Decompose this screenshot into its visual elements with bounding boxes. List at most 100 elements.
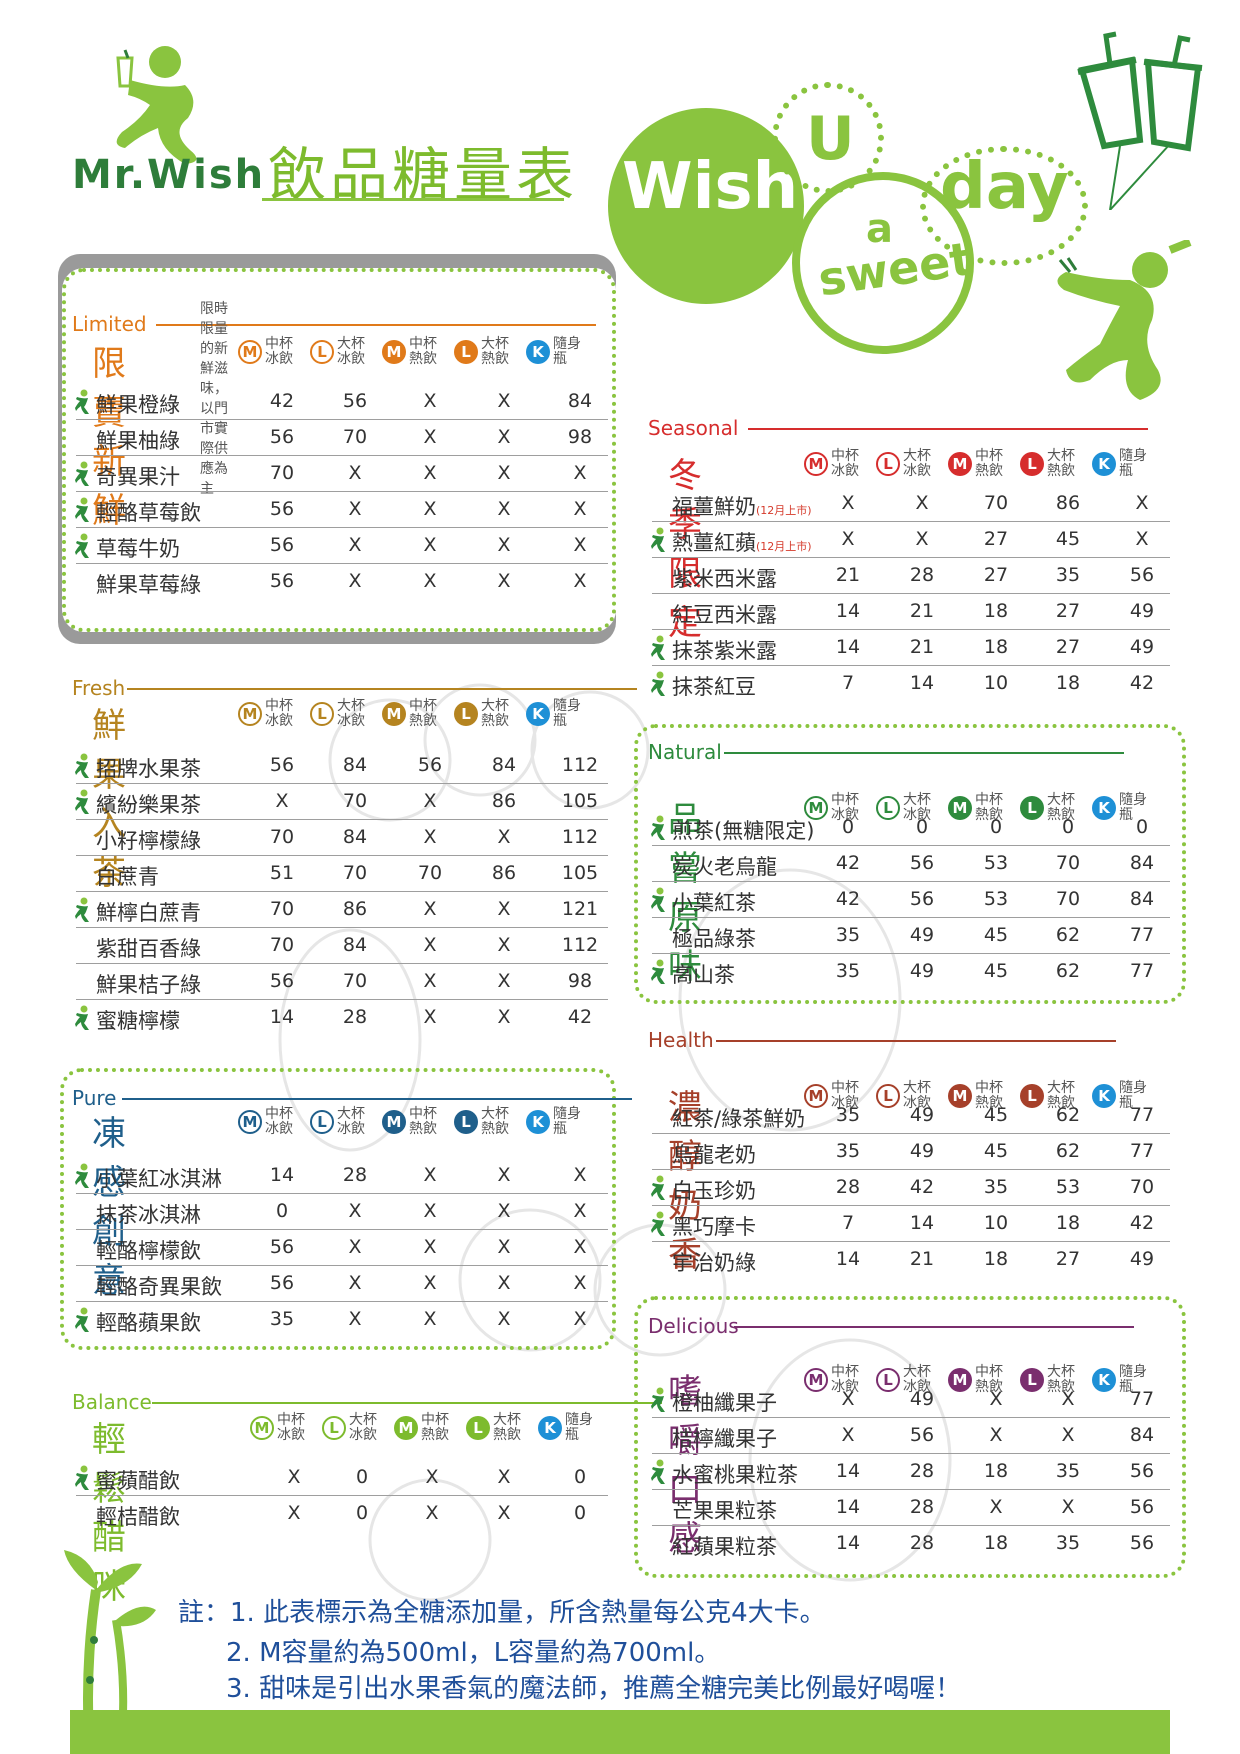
sugar-value: X xyxy=(348,1308,362,1330)
sugar-value: 42 xyxy=(269,390,295,412)
sugar-value: 21 xyxy=(909,1248,935,1270)
sugar-value: 56 xyxy=(909,852,935,874)
header-line1: 中杯 xyxy=(421,1412,449,1428)
section-zh-title: 限賣新鮮 xyxy=(92,344,128,531)
drink-name: 繽紛樂果茶 xyxy=(96,789,201,819)
sugar-value: 0 xyxy=(1135,816,1149,838)
sugar-value: 14 xyxy=(909,672,935,694)
sugar-value: X xyxy=(989,1388,1003,1410)
header-line2: 熱飲 xyxy=(481,1121,509,1137)
column-header: M 中杯 冰飲 xyxy=(804,1362,876,1398)
size-badge-icon: L xyxy=(1020,796,1044,820)
sugar-value: 10 xyxy=(983,672,1009,694)
table-row: 小籽檸檬綠 70 84 X X 112 xyxy=(76,820,608,856)
table-row: 烏龍老奶 35 49 45 62 77 xyxy=(652,1134,1170,1170)
column-header: K 隨身瓶 xyxy=(538,1410,610,1446)
sugar-value: 21 xyxy=(835,564,861,586)
size-badge-icon: M xyxy=(250,1416,274,1440)
size-badge-icon: L xyxy=(1020,1084,1044,1108)
header-line2: 冰飲 xyxy=(277,1427,305,1443)
header-line1: 中杯 xyxy=(409,1106,437,1122)
sugar-value: 18 xyxy=(1055,672,1081,694)
column-header-label: 中杯 冰飲 xyxy=(831,793,867,823)
drink-name: 鮮果草莓綠 xyxy=(96,569,201,599)
table-row: 紫甜百香綠 70 84 X X 112 xyxy=(76,928,608,964)
drink-cup-balloons xyxy=(1077,31,1203,210)
column-header-label: 大杯 冰飲 xyxy=(349,1413,385,1443)
sugar-value: X xyxy=(1061,1424,1075,1446)
table-row: 水蜜桃果粒茶 14 28 18 35 56 xyxy=(651,1454,1170,1490)
section-en-title: Natural xyxy=(648,740,722,764)
drink-name: 煎茶(無糖限定) xyxy=(672,815,814,845)
column-header: M 中杯 冰飲 xyxy=(804,1078,876,1114)
sugar-value: 14 xyxy=(269,1006,295,1028)
sugar-value: 35 xyxy=(835,1104,861,1126)
table-row: 宇治奶綠 14 21 18 27 49 xyxy=(652,1242,1170,1278)
size-badge-icon: K xyxy=(1092,1084,1116,1108)
sugar-value: 49 xyxy=(909,960,935,982)
table-row: 白蔗青 51 70 70 86 105 xyxy=(76,856,608,892)
sugar-value: 56 xyxy=(1129,1460,1155,1482)
column-header: L 大杯 熱飲 xyxy=(1020,446,1092,482)
header-line1: 隨身 xyxy=(565,1412,593,1428)
sugar-value: 42 xyxy=(1129,672,1155,694)
sugar-value: 28 xyxy=(909,1532,935,1554)
sugar-value: X xyxy=(497,498,511,520)
sugar-value: 56 xyxy=(269,970,295,992)
drink-name: 白玉珍奶 xyxy=(672,1175,756,1205)
sugar-value: 53 xyxy=(983,852,1009,874)
sugar-value: X xyxy=(497,1502,511,1524)
sugar-value: 49 xyxy=(909,1140,935,1162)
sugar-value: 56 xyxy=(342,390,368,412)
section-rule xyxy=(716,1040,1116,1042)
size-badge-icon: M xyxy=(948,1084,972,1108)
drink-name-text: 水蜜桃果粒茶 xyxy=(672,1463,798,1487)
sugar-value: 35 xyxy=(835,960,861,982)
table-row: 鮮檸白蔗青 70 86 X X 121 xyxy=(74,892,608,928)
column-header: M 中杯 冰飲 xyxy=(238,696,310,732)
drink-name: 紅茶/綠茶鮮奶 xyxy=(672,1103,805,1133)
sugar-value: X xyxy=(497,462,511,484)
column-header: L 大杯 冰飲 xyxy=(310,1104,382,1140)
leaf-figure-icon xyxy=(74,1307,92,1333)
column-headers: M 中杯 冰飲 L 大杯 冰飲 M 中杯 熱飲 L 大杯 熱飲 K 隨身瓶 xyxy=(238,334,598,370)
sugar-value: 42 xyxy=(567,1006,593,1028)
drink-rows: 煎茶(無糖限定) 0 0 0 0 0 炭火老烏龍 42 56 53 70 84 小葉紅茶 42 56 53 70… xyxy=(650,810,1170,990)
table-row: 紫米西米露 21 28 27 35 56 xyxy=(652,558,1170,594)
header-line1: 中杯 xyxy=(409,336,437,352)
sugar-value: 21 xyxy=(909,600,935,622)
leaf-figure-icon xyxy=(74,1163,92,1189)
sugar-value: 14 xyxy=(835,600,861,622)
sugar-value: X xyxy=(348,498,362,520)
leaf-figure-icon xyxy=(74,897,92,923)
column-header: K 隨身瓶 xyxy=(526,696,598,732)
header-line1: 大杯 xyxy=(481,698,509,714)
table-row: 橙柚纖果子 X 49 X X 77 xyxy=(651,1382,1170,1418)
drink-name-text: 輕酪蘋果飲 xyxy=(96,1311,201,1335)
header-line1: 中杯 xyxy=(975,1080,1003,1096)
sugar-value: 18 xyxy=(983,600,1009,622)
drink-name-text: 黑巧摩卡 xyxy=(672,1215,756,1239)
leaf-figure-icon xyxy=(650,887,668,913)
column-header: M 中杯 熱飲 xyxy=(394,1410,466,1446)
section-rule xyxy=(748,428,1148,430)
column-header-label: 隨身瓶 xyxy=(1119,1081,1155,1111)
footnote-3: 3. 甜味是引出水果香氣的魔法師，推薦全糖完美比例最好喝喔！ xyxy=(226,1674,962,1704)
sugar-value: X xyxy=(841,528,855,550)
sugar-value: 77 xyxy=(1129,1104,1155,1126)
leaf-figure-icon xyxy=(650,671,668,697)
drink-name-text: 橙柚纖果子 xyxy=(672,1391,777,1415)
column-header: M 中杯 熱飲 xyxy=(382,334,454,370)
sugar-value: X xyxy=(1061,1388,1075,1410)
column-header-label: 隨身瓶 xyxy=(553,337,589,367)
size-badge-icon: L xyxy=(876,796,900,820)
sugar-value: X xyxy=(423,426,437,448)
drink-name-text: 白玉珍奶 xyxy=(672,1179,756,1203)
sugar-value: X xyxy=(497,1006,511,1028)
table-row: 紅蘋果粒茶 14 28 18 35 56 xyxy=(652,1526,1170,1562)
column-header-label: 中杯 冰飲 xyxy=(265,1107,301,1137)
header-line2: 熱飲 xyxy=(409,351,437,367)
drink-name-text: 抹茶冰淇淋 xyxy=(96,1203,201,1227)
column-header-label: 隨身瓶 xyxy=(1119,793,1155,823)
header-line2: 熱飲 xyxy=(975,807,1003,823)
